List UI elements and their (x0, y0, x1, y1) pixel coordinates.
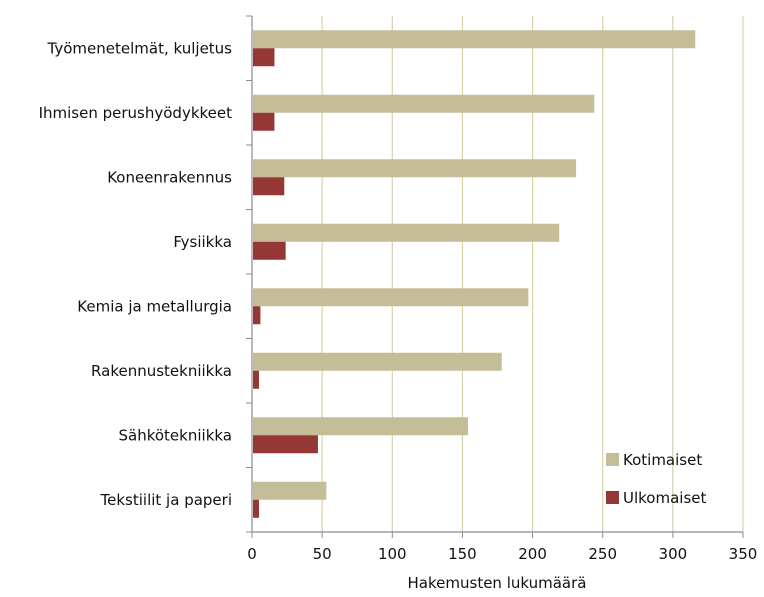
x-tick-label: 0 (247, 545, 257, 563)
bar-ulkomaiset (253, 306, 261, 325)
bar-kotimaiset (253, 94, 595, 113)
category-label: Rakennustekniikka (91, 362, 232, 380)
bar-ulkomaiset (253, 112, 275, 131)
axes (246, 15, 744, 538)
bars (253, 30, 696, 518)
category-label: Fysiikka (173, 233, 232, 251)
bar-kotimaiset (253, 159, 577, 178)
x-tick-label: 200 (518, 545, 547, 563)
x-axis-title: Hakemusten lukumäärä (408, 574, 587, 592)
category-label: Kemia ja metallurgia (77, 297, 232, 315)
bar-kotimaiset (253, 223, 560, 242)
x-tick-label: 150 (448, 545, 477, 563)
x-tick-label: 350 (729, 545, 758, 563)
legend: Kotimaiset Ulkomaiset (606, 451, 706, 507)
x-tick-label: 300 (659, 545, 688, 563)
x-tick-label: 250 (588, 545, 617, 563)
x-tick-label: 50 (313, 545, 332, 563)
x-tick-label: 100 (378, 545, 407, 563)
category-label: Tekstiilit ja paperi (100, 491, 232, 509)
bar-kotimaiset (253, 30, 696, 49)
category-label: Ihmisen perushyödykkeet (39, 104, 233, 122)
legend-swatch-ulkomaiset (606, 491, 619, 504)
category-label: Sähkötekniikka (119, 426, 233, 444)
legend-swatch-kotimaiset (606, 453, 619, 466)
bar-kotimaiset (253, 417, 469, 436)
bar-ulkomaiset (253, 177, 285, 196)
bar-ulkomaiset (253, 370, 260, 389)
legend-label-ulkomaiset: Ulkomaiset (623, 489, 706, 507)
bar-ulkomaiset (253, 499, 260, 518)
bar-ulkomaiset (253, 48, 275, 67)
category-label: Työmenetelmät, kuljetus (47, 39, 233, 57)
bar-ulkomaiset (253, 241, 286, 260)
bar-kotimaiset (253, 352, 502, 371)
bar-kotimaiset (253, 288, 529, 307)
bar-kotimaiset (253, 481, 327, 500)
bar-ulkomaiset (253, 435, 318, 454)
category-label: Koneenrakennus (107, 168, 232, 186)
labels: 0 50 100 150 200 250 300 350 Työmenetelmät, kulj… (39, 39, 758, 563)
legend-label-kotimaiset: Kotimaiset (623, 451, 702, 469)
